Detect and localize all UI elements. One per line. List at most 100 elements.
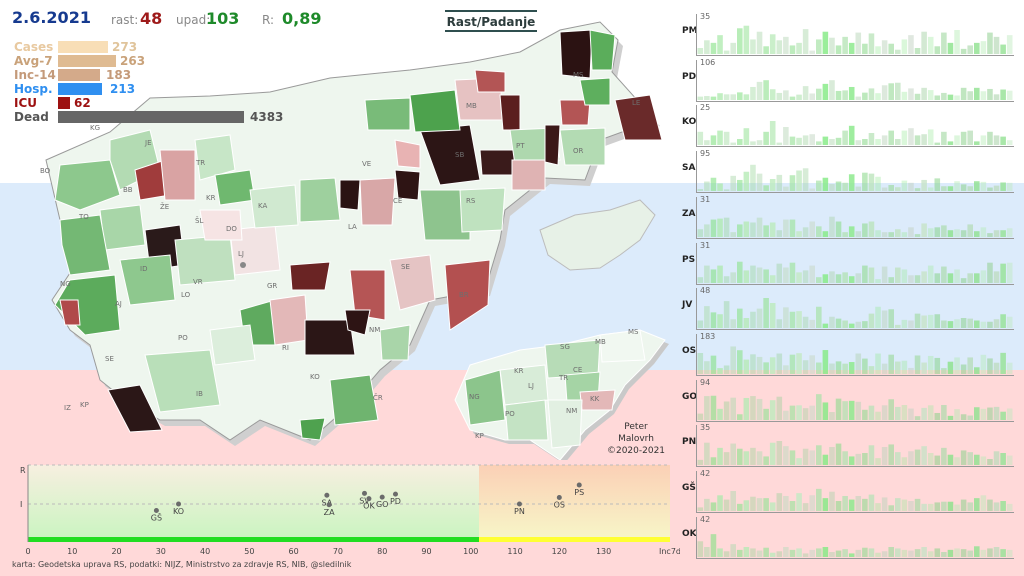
municipality[interactable] xyxy=(269,294,309,346)
region-ng[interactable] xyxy=(464,369,506,426)
sparkline-bar xyxy=(723,401,730,420)
region-label-ms: MS xyxy=(628,328,639,336)
sparkline-bar xyxy=(763,456,769,466)
sparkline-bar xyxy=(901,39,908,54)
region-kr[interactable] xyxy=(499,364,549,406)
municipality[interactable] xyxy=(544,124,561,166)
scatter-point-za[interactable] xyxy=(326,502,332,508)
sparkline-bar xyxy=(855,32,862,54)
municipality[interactable] xyxy=(444,259,491,331)
municipality[interactable] xyxy=(589,29,616,71)
municipality[interactable] xyxy=(559,99,591,126)
region-row-jv[interactable]: JV 48 xyxy=(678,286,1018,331)
sparkline-bar xyxy=(769,121,776,146)
sparkline-bar xyxy=(802,449,809,466)
sparkline-bar xyxy=(954,268,960,283)
sparkline-bar xyxy=(927,404,934,420)
region-row-os[interactable]: OS 183 xyxy=(678,332,1018,377)
municipality[interactable] xyxy=(304,319,356,356)
scatter-point-pn[interactable] xyxy=(516,501,522,507)
region-row-pd[interactable]: PD 106 xyxy=(678,58,1018,103)
label-ze: ŽE xyxy=(160,202,169,211)
municipality[interactable] xyxy=(614,94,663,141)
municipality[interactable] xyxy=(107,384,163,433)
municipality[interactable] xyxy=(199,209,243,241)
municipality[interactable] xyxy=(174,234,236,286)
municipality[interactable] xyxy=(479,149,516,176)
scatter-point-ko[interactable] xyxy=(176,501,182,507)
municipality[interactable] xyxy=(299,417,326,441)
municipality[interactable] xyxy=(419,189,471,241)
municipality[interactable] xyxy=(144,349,221,413)
municipality[interactable] xyxy=(389,254,436,311)
sparkline-bar xyxy=(756,140,763,146)
region-row-gš[interactable]: GŠ 42 xyxy=(678,469,1018,514)
municipality[interactable] xyxy=(339,179,361,211)
region-row-pm[interactable]: PM 35 xyxy=(678,12,1018,57)
municipality[interactable] xyxy=(289,261,331,291)
municipality[interactable] xyxy=(459,187,506,233)
sparkline-bar xyxy=(809,450,815,466)
municipality[interactable] xyxy=(359,177,396,226)
municipality[interactable] xyxy=(474,69,506,93)
region-mb[interactable] xyxy=(599,329,646,363)
municipality[interactable] xyxy=(394,169,421,201)
municipality[interactable] xyxy=(344,309,371,336)
sparkline-bar xyxy=(848,42,855,54)
municipality[interactable] xyxy=(209,324,256,366)
sparkline-bar xyxy=(914,548,921,557)
scatter-point-gš[interactable] xyxy=(153,507,159,513)
municipality[interactable] xyxy=(499,94,521,131)
municipality[interactable] xyxy=(364,97,411,131)
region-row-ko[interactable]: KO 25 xyxy=(678,103,1018,148)
chart-mode-title[interactable]: Rast/Padanje xyxy=(445,10,537,32)
scatter-point-pd[interactable] xyxy=(392,491,398,497)
municipality[interactable] xyxy=(299,177,341,223)
region-row-ps[interactable]: PS 31 xyxy=(678,241,1018,286)
municipality[interactable] xyxy=(99,204,146,251)
municipality[interactable] xyxy=(54,159,121,211)
scatter-point-ps[interactable] xyxy=(576,482,582,488)
sparkline-bar xyxy=(868,88,875,100)
scatter-point-go[interactable] xyxy=(379,494,385,500)
sparkline-bar xyxy=(842,363,848,374)
municipality[interactable] xyxy=(59,299,81,326)
region-row-go[interactable]: GO 94 xyxy=(678,378,1018,423)
region-row-za[interactable]: ZA 31 xyxy=(678,195,1018,240)
region-row-sa[interactable]: SA 95 xyxy=(678,149,1018,194)
sparkline-bar xyxy=(710,533,717,557)
sparkline-bar xyxy=(763,225,769,237)
municipality[interactable] xyxy=(559,127,606,166)
sparkline-bar xyxy=(980,408,987,420)
sparkline-bar xyxy=(783,219,789,237)
municipality[interactable] xyxy=(409,89,461,133)
municipality[interactable] xyxy=(119,254,176,306)
municipality[interactable] xyxy=(511,159,546,191)
region-row-pn[interactable]: PN 35 xyxy=(678,423,1018,468)
sparkline-bar xyxy=(848,275,855,283)
municipality[interactable] xyxy=(214,169,256,206)
municipality[interactable] xyxy=(349,269,386,321)
municipality[interactable] xyxy=(379,324,411,361)
municipality[interactable] xyxy=(394,139,421,169)
municipality[interactable] xyxy=(579,77,611,106)
municipality[interactable] xyxy=(59,214,111,276)
label-sb: SB xyxy=(455,151,464,159)
sparkline-bar xyxy=(862,172,868,192)
region-po[interactable] xyxy=(504,399,549,441)
sparkline-bar xyxy=(710,96,717,100)
municipality[interactable] xyxy=(559,29,593,79)
region-nm[interactable] xyxy=(547,399,583,449)
region-row-ok[interactable]: OK 42 xyxy=(678,515,1018,560)
scatter-point-sv[interactable] xyxy=(361,490,367,496)
sparkline-bar xyxy=(802,503,809,511)
scatter-point-sa[interactable] xyxy=(324,492,330,498)
scatter-point-ok[interactable] xyxy=(366,496,372,502)
municipality[interactable] xyxy=(194,134,236,181)
municipality[interactable] xyxy=(159,149,196,201)
sparkline-bar xyxy=(783,410,789,420)
sparkline-bar xyxy=(789,175,796,192)
municipality[interactable] xyxy=(329,374,379,426)
scatter-point-os[interactable] xyxy=(556,495,562,501)
municipality[interactable] xyxy=(249,184,299,229)
